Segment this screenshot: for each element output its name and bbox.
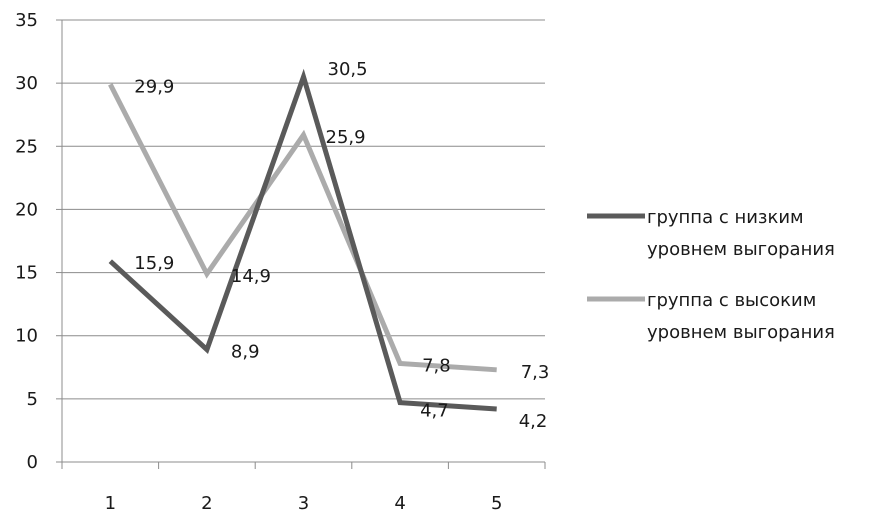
legend-label-1: группа с низким xyxy=(647,207,804,228)
x-tick-label: 4 xyxy=(394,493,405,514)
data-label: 15,9 xyxy=(134,253,174,274)
y-tick-label: 15 xyxy=(15,263,38,284)
series-line-2 xyxy=(108,83,497,373)
data-label: 4,2 xyxy=(519,411,548,432)
y-tick-label: 20 xyxy=(15,199,38,220)
y-tick-label: 25 xyxy=(15,136,38,157)
series-lines xyxy=(108,68,497,412)
x-tick-label: 1 xyxy=(105,493,116,514)
x-tick-label: 3 xyxy=(298,493,309,514)
y-tick-label: 5 xyxy=(27,389,38,410)
data-label: 8,9 xyxy=(231,342,260,363)
series-line-1 xyxy=(108,68,497,412)
x-tick-labels: 1 2 3 4 5 xyxy=(105,493,503,514)
data-label: 25,9 xyxy=(326,127,366,148)
data-label: 29,9 xyxy=(134,76,174,97)
x-tick-label: 5 xyxy=(491,493,502,514)
y-tick-label: 10 xyxy=(15,326,38,347)
y-tick-label: 35 xyxy=(15,10,38,31)
axes xyxy=(56,19,546,469)
data-label: 14,9 xyxy=(231,266,271,287)
x-tick-label: 2 xyxy=(201,493,212,514)
legend: группа с низким уровнем выгорания группа с… xyxy=(587,207,835,343)
y-tick-label: 30 xyxy=(15,73,38,94)
legend-label-1: уровнем выгорания xyxy=(647,239,835,260)
data-label: 7,3 xyxy=(521,362,550,383)
data-label: 7,8 xyxy=(422,355,451,376)
legend-label-2: группа с высоким xyxy=(647,290,816,311)
y-tick-labels: 0 5 10 15 20 25 30 35 xyxy=(15,10,38,473)
y-tick-label: 0 xyxy=(27,452,38,473)
data-labels: 15,9 8,9 30,5 4,7 4,2 29,9 14,9 25,9 7,8 7,3 xyxy=(134,59,549,432)
legend-label-2: уровнем выгорания xyxy=(647,322,835,343)
data-label: 4,7 xyxy=(420,401,449,422)
data-label: 30,5 xyxy=(328,59,368,80)
